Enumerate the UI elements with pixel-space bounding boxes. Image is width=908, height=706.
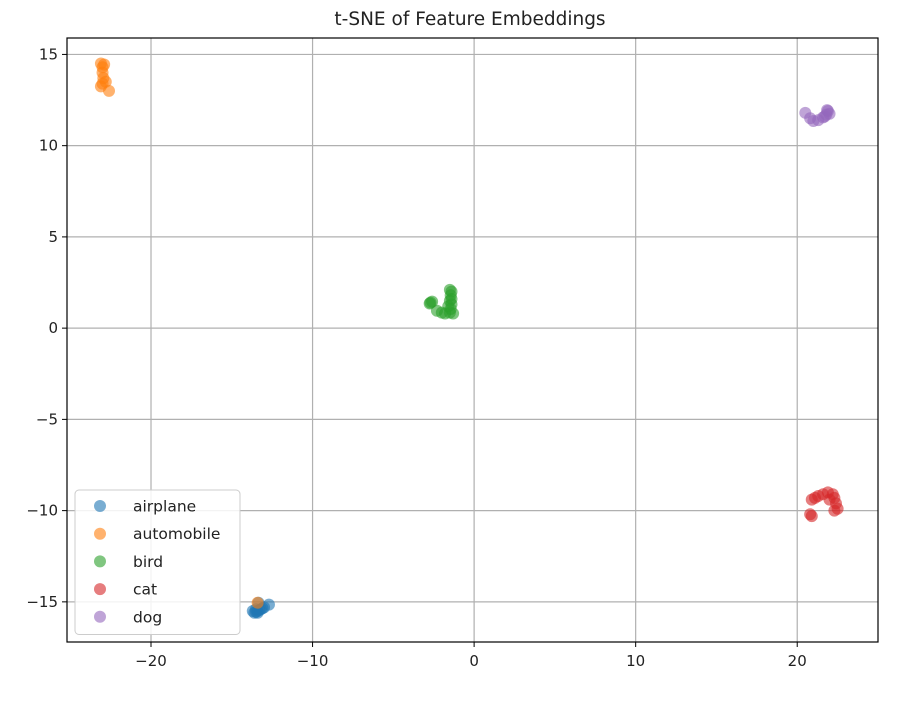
- legend-marker: [94, 610, 106, 623]
- legend-marker: [94, 583, 106, 596]
- y-tick-label: −15: [26, 593, 58, 611]
- data-point-automobile: [99, 75, 112, 88]
- series-bird: [423, 283, 460, 320]
- legend-label: dog: [133, 608, 162, 626]
- series-automobile: [94, 57, 264, 609]
- legend-label: automobile: [133, 525, 220, 543]
- legend-item-cat: cat: [94, 581, 157, 599]
- axis-ticks: −20 −10 0 10 20 15 10 5 0 −5 −10 −15: [26, 45, 806, 670]
- x-tick-label: 10: [626, 652, 645, 670]
- legend-item-automobile: automobile: [94, 525, 220, 543]
- data-point-cat: [805, 510, 818, 523]
- x-tick-label: 0: [469, 652, 479, 670]
- data-point-airplane: [262, 598, 275, 611]
- series-cat: [804, 486, 844, 523]
- x-tick-label: 20: [788, 652, 807, 670]
- legend-box: [74, 489, 241, 635]
- legend-item-airplane: airplane: [94, 498, 196, 516]
- data-points: [94, 57, 844, 619]
- y-tick-label: 10: [39, 137, 58, 155]
- y-tick-label: −5: [36, 410, 58, 428]
- legend-label: cat: [133, 581, 157, 599]
- legend-marker: [94, 555, 106, 568]
- y-tick-label: 5: [48, 228, 58, 246]
- data-point-automobile: [251, 596, 264, 609]
- legend-item-dog: dog: [94, 608, 162, 626]
- x-tick-label: −20: [135, 652, 167, 670]
- legend-marker: [94, 527, 106, 540]
- legend-label: airplane: [133, 498, 196, 516]
- y-tick-label: −10: [26, 502, 58, 520]
- data-point-bird: [423, 297, 436, 310]
- legend-marker: [94, 500, 106, 512]
- data-point-cat: [823, 493, 836, 506]
- data-point-bird: [430, 304, 443, 317]
- chart-title: t-SNE of Feature Embeddings: [334, 9, 605, 30]
- legend-item-bird: bird: [94, 553, 163, 571]
- y-tick-label: 15: [39, 45, 58, 63]
- x-tick-label: −10: [297, 652, 329, 670]
- data-point-automobile: [103, 84, 116, 97]
- plot-frame: [66, 37, 879, 643]
- data-point-cat: [828, 504, 841, 517]
- series-dog: [799, 104, 836, 128]
- legend-label: bird: [133, 553, 163, 571]
- legend: airplane automobile bird cat dog: [74, 489, 241, 635]
- data-point-dog: [818, 110, 831, 123]
- y-tick-label: 0: [48, 319, 58, 337]
